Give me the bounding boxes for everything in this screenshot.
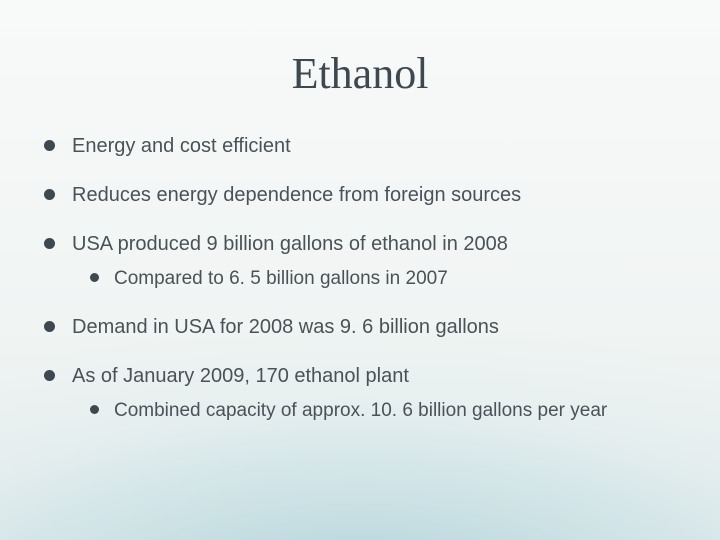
bullet-text: Demand in USA for 2008 was 9. 6 billion …	[72, 316, 499, 338]
sub-bullet-text: Compared to 6. 5 billion gallons in 2007	[114, 268, 448, 289]
list-item: As of January 2009, 170 ethanol plant Co…	[38, 363, 690, 424]
slide: Ethanol Energy and cost efficient Reduce…	[0, 0, 720, 540]
bullet-text: Reduces energy dependence from foreign s…	[72, 184, 521, 206]
list-item: Combined capacity of approx. 10. 6 billi…	[86, 398, 690, 424]
sub-bullet-list: Combined capacity of approx. 10. 6 billi…	[72, 398, 690, 424]
list-item: USA produced 9 billion gallons of ethano…	[38, 231, 690, 292]
sub-bullet-text: Combined capacity of approx. 10. 6 billi…	[114, 400, 607, 421]
sub-bullet-list: Compared to 6. 5 billion gallons in 2007	[72, 266, 690, 292]
list-item: Energy and cost efficient	[38, 133, 690, 160]
bullet-text: As of January 2009, 170 ethanol plant	[72, 365, 409, 387]
bullet-text: Energy and cost efficient	[72, 135, 291, 157]
list-item: Compared to 6. 5 billion gallons in 2007	[86, 266, 690, 292]
list-item: Demand in USA for 2008 was 9. 6 billion …	[38, 314, 690, 341]
list-item: Reduces energy dependence from foreign s…	[38, 182, 690, 209]
bullet-list: Energy and cost efficient Reduces energy…	[30, 133, 690, 423]
bullet-text: USA produced 9 billion gallons of ethano…	[72, 233, 508, 255]
slide-title: Ethanol	[30, 48, 690, 99]
